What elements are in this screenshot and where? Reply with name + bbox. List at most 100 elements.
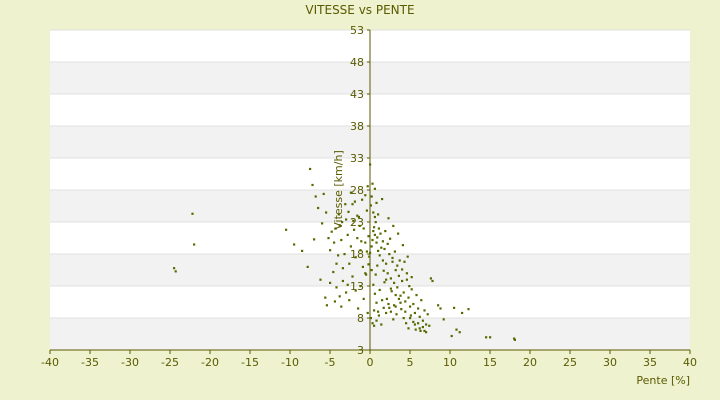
data-point xyxy=(404,310,407,313)
data-point xyxy=(423,309,426,312)
data-point xyxy=(329,249,332,252)
x-tick-label: 20 xyxy=(523,356,537,369)
data-point xyxy=(338,224,341,227)
data-point xyxy=(396,264,399,267)
data-point xyxy=(341,279,344,283)
data-point xyxy=(397,297,400,300)
data-point xyxy=(401,279,404,283)
data-point xyxy=(409,314,412,317)
data-point xyxy=(387,217,390,220)
data-point xyxy=(403,260,406,263)
x-tick-label: 15 xyxy=(483,356,497,369)
y-tick-label: 33 xyxy=(350,152,364,165)
data-point xyxy=(377,314,380,317)
data-point xyxy=(431,279,434,283)
data-point xyxy=(348,262,351,265)
x-tick-label: 35 xyxy=(643,356,657,369)
data-point xyxy=(359,249,362,252)
x-tick-label: 30 xyxy=(603,356,617,369)
data-point xyxy=(364,272,367,275)
y-tick-label: 43 xyxy=(350,88,364,101)
data-point xyxy=(349,245,352,248)
data-point xyxy=(351,203,354,206)
data-point xyxy=(373,292,376,295)
data-point xyxy=(321,222,324,225)
data-point xyxy=(346,233,349,236)
y-tick-label: 13 xyxy=(350,280,364,293)
data-point xyxy=(367,235,370,238)
y-tick-label: 23 xyxy=(350,216,364,229)
data-point xyxy=(414,328,417,331)
data-point xyxy=(364,194,367,197)
data-point xyxy=(361,198,364,201)
data-point xyxy=(370,269,373,272)
data-point xyxy=(345,291,348,294)
data-point xyxy=(391,260,394,263)
data-point xyxy=(372,229,375,233)
data-point xyxy=(393,281,396,284)
data-point xyxy=(399,301,402,304)
data-point xyxy=(407,296,410,299)
data-point xyxy=(417,307,420,310)
data-point xyxy=(426,313,429,316)
data-point xyxy=(377,213,380,216)
data-point xyxy=(359,285,362,288)
data-point xyxy=(513,338,516,341)
data-point xyxy=(425,323,428,326)
data-point xyxy=(329,281,332,284)
data-point xyxy=(340,305,343,308)
data-point xyxy=(337,254,340,257)
y-tick-label: 38 xyxy=(350,120,364,133)
data-point xyxy=(394,293,397,297)
data-point xyxy=(373,324,376,327)
data-point xyxy=(306,265,309,268)
data-point xyxy=(301,249,304,252)
data-point xyxy=(356,214,359,217)
y-tick-label: 48 xyxy=(350,56,364,69)
data-point xyxy=(372,283,375,286)
data-point xyxy=(335,286,338,289)
data-point xyxy=(397,274,400,277)
x-tick-label: 5 xyxy=(407,356,414,369)
data-point xyxy=(388,253,391,256)
data-point xyxy=(375,319,378,322)
data-point xyxy=(389,287,392,290)
data-point xyxy=(377,227,380,230)
data-point xyxy=(381,259,384,262)
data-point xyxy=(369,317,372,320)
data-point xyxy=(351,275,354,278)
data-point xyxy=(381,197,384,201)
data-point xyxy=(413,323,416,326)
data-point xyxy=(389,237,392,240)
data-point xyxy=(344,203,347,206)
data-point xyxy=(405,272,408,275)
data-point xyxy=(418,327,421,330)
data-point xyxy=(379,232,382,235)
data-point xyxy=(376,236,379,239)
x-tick-label: -30 xyxy=(121,356,139,369)
data-point xyxy=(365,273,368,276)
data-point xyxy=(375,241,378,244)
x-tick-label: 0 xyxy=(367,356,374,369)
data-point xyxy=(513,337,516,340)
data-point xyxy=(347,210,350,213)
data-point xyxy=(397,232,400,235)
data-point xyxy=(371,322,374,325)
data-point xyxy=(345,218,348,221)
data-point xyxy=(437,304,440,307)
data-point xyxy=(322,192,325,196)
data-point xyxy=(356,237,359,240)
data-point xyxy=(362,297,365,300)
data-point xyxy=(378,288,381,292)
x-tick-label: -20 xyxy=(201,356,219,369)
data-point xyxy=(386,242,389,245)
data-point xyxy=(174,270,177,273)
data-point xyxy=(415,293,418,297)
data-point xyxy=(368,255,371,258)
data-point xyxy=(338,295,341,298)
x-tick-label: -35 xyxy=(81,356,99,369)
data-point xyxy=(352,219,355,222)
data-point xyxy=(365,209,368,212)
y-tick-label: 53 xyxy=(350,24,364,37)
x-tick-label: 25 xyxy=(563,356,577,369)
